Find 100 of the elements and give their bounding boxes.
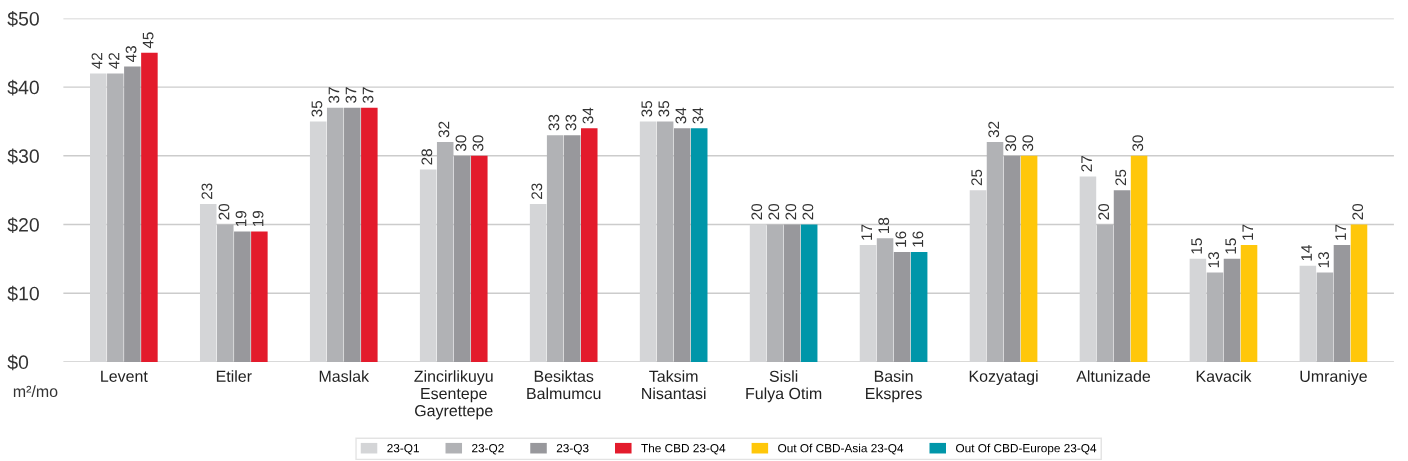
- data-label: 43: [125, 46, 137, 62]
- data-label: 34: [582, 107, 594, 124]
- data-label: 35: [311, 100, 323, 117]
- bar: [656, 121, 674, 362]
- data-label: 16: [895, 231, 907, 247]
- data-label: 33: [565, 114, 577, 131]
- data-label: 34: [675, 107, 687, 124]
- x-tick-label: Maslak: [319, 370, 370, 382]
- bar: [1113, 190, 1131, 362]
- y-tick-label: $20: [7, 217, 39, 233]
- data-label: 35: [641, 100, 653, 117]
- x-tick-label: Etiler: [216, 370, 252, 382]
- data-label: 20: [785, 203, 797, 220]
- y-tick-label: $40: [7, 79, 39, 96]
- bar: [326, 107, 344, 362]
- bar: [800, 224, 818, 362]
- x-tick-label: Taksim Nisantasi: [642, 370, 706, 400]
- bar: [1240, 245, 1258, 362]
- data-label: 20: [751, 203, 763, 220]
- x-tick-label: Zincirlikuyu Esentepe Gayrettepe: [414, 370, 493, 420]
- legend-label: 23-Q1: [387, 444, 419, 455]
- bar: [690, 128, 708, 362]
- bar: [563, 135, 581, 362]
- bar: [1096, 224, 1114, 362]
- y-tick-label: $0: [7, 354, 29, 371]
- data-label: 20: [1352, 203, 1364, 220]
- data-label: 37: [362, 87, 374, 103]
- bar: [910, 251, 928, 362]
- x-tick-label: Levent: [101, 370, 148, 382]
- data-label: 19: [235, 210, 247, 227]
- data-label: 15: [1191, 238, 1203, 254]
- bar: [766, 224, 784, 362]
- bar: [893, 251, 911, 362]
- bar: [234, 231, 251, 362]
- legend-label: The CBD 23-Q4: [641, 443, 726, 455]
- data-label: 20: [802, 203, 814, 220]
- x-tick-label: Kozyatagi: [969, 370, 1038, 386]
- data-label: 42: [108, 53, 120, 69]
- data-label: 30: [1022, 135, 1034, 152]
- x-tick-label: Besiktas Balmumcu: [527, 370, 601, 400]
- data-label: 33: [548, 114, 560, 131]
- x-tick-label: Kavacik: [1196, 370, 1252, 382]
- data-label: 17: [1335, 224, 1346, 240]
- data-label: 30: [1132, 135, 1144, 152]
- y-tick-label: $10: [7, 285, 39, 302]
- bar: [986, 142, 1004, 362]
- data-label: 20: [218, 203, 230, 220]
- data-label: 25: [971, 169, 983, 186]
- data-label: 25: [1115, 169, 1127, 186]
- bar: [1020, 155, 1038, 362]
- data-label: 35: [658, 100, 670, 117]
- data-label: 45: [142, 32, 154, 49]
- legend-label: 23-Q3: [556, 444, 589, 455]
- y-tick-label: $30: [7, 148, 39, 165]
- x-tick-label: Sisli Fulya Otim: [746, 370, 822, 403]
- legend-label: Out Of CBD-Asia 23-Q4: [778, 443, 904, 455]
- bar: [344, 107, 361, 362]
- data-label: 28: [421, 149, 433, 165]
- bar: [217, 224, 234, 362]
- bar: [1316, 272, 1334, 362]
- bar: [141, 52, 158, 362]
- bar: [361, 107, 378, 362]
- bar: [1333, 245, 1351, 362]
- data-label: 30: [455, 135, 467, 152]
- data-label: 32: [988, 121, 1000, 138]
- bar: [1223, 258, 1241, 362]
- bar: [251, 231, 268, 362]
- bar: [580, 128, 598, 362]
- data-label: 18: [878, 217, 890, 233]
- data-label: 23: [201, 183, 213, 199]
- bar: [124, 66, 141, 362]
- bar: [876, 238, 894, 362]
- data-label: 16: [912, 231, 924, 247]
- data-label: 30: [472, 135, 484, 152]
- data-label: 13: [1208, 252, 1220, 268]
- bar: [546, 135, 564, 362]
- data-label: 42: [91, 53, 103, 69]
- bar: [1130, 155, 1148, 362]
- data-label: 37: [345, 87, 357, 103]
- data-label: 19: [252, 210, 264, 227]
- legend-label: Out Of CBD-Europe 23-Q4: [956, 443, 1097, 455]
- data-label: 20: [768, 203, 780, 220]
- bar: [1003, 155, 1021, 362]
- bar: [436, 142, 454, 362]
- bar: [107, 73, 124, 362]
- data-label: 27: [1081, 156, 1092, 172]
- y-axis-title: m²/mo: [13, 385, 58, 398]
- data-label: 17: [861, 224, 872, 240]
- data-label: 20: [1098, 203, 1110, 220]
- x-tick-label: Altunizade: [1076, 370, 1151, 382]
- bar: [1206, 272, 1224, 362]
- legend-label: 23-Q2: [472, 444, 504, 455]
- data-label: 32: [438, 121, 450, 138]
- bar: [783, 224, 801, 362]
- y-tick-label: $50: [7, 11, 39, 27]
- data-label: 14: [1301, 245, 1312, 261]
- data-label: 23: [531, 183, 543, 199]
- data-label: 15: [1225, 238, 1237, 254]
- data-label: 13: [1318, 252, 1330, 268]
- data-label: 37: [328, 87, 340, 103]
